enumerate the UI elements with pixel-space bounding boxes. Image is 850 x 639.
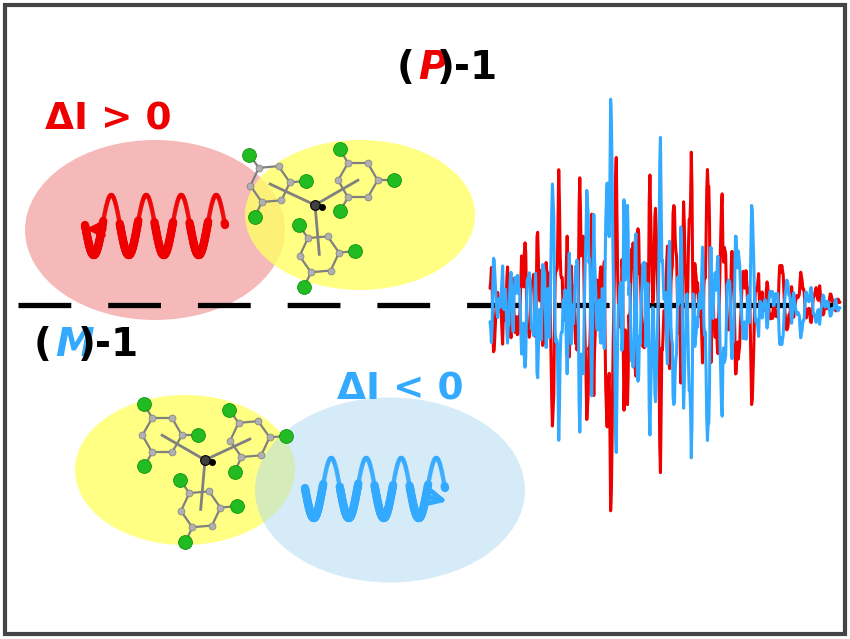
Text: M: M [55,326,94,364]
Text: P: P [418,49,446,87]
Text: (: ( [397,49,415,87]
Text: ΔI < 0: ΔI < 0 [337,372,463,408]
Text: ΔI > 0: ΔI > 0 [45,102,171,138]
Ellipse shape [75,395,295,545]
Ellipse shape [25,140,285,320]
Ellipse shape [245,140,475,290]
Ellipse shape [255,397,525,583]
Text: )-1: )-1 [437,49,498,87]
Text: )-1: )-1 [78,326,139,364]
Text: (: ( [34,326,52,364]
